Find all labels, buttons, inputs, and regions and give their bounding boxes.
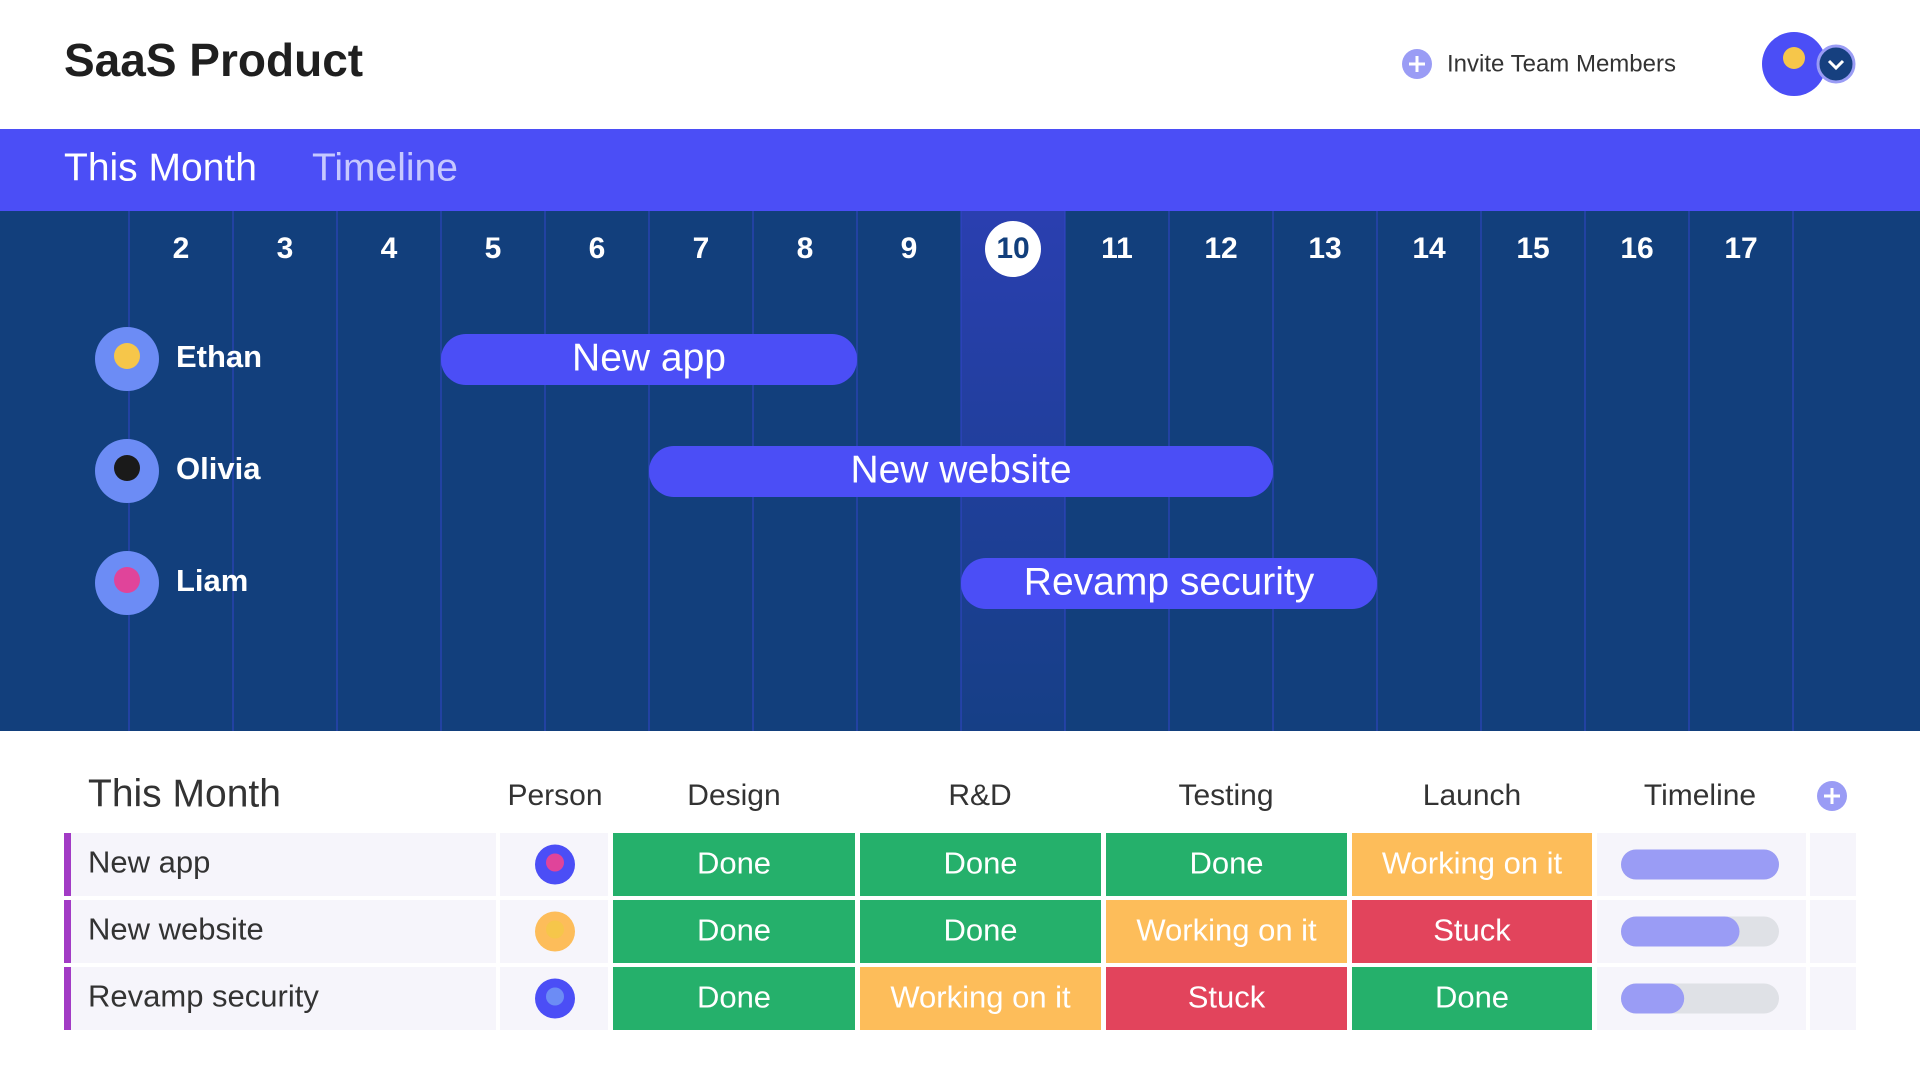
day-label: 7 bbox=[693, 232, 710, 265]
progress-fill bbox=[1621, 916, 1740, 947]
status-label: Stuck bbox=[1433, 913, 1511, 948]
status-label: Done bbox=[697, 913, 771, 948]
status-label: Working on it bbox=[1382, 846, 1563, 881]
row-accent bbox=[64, 967, 71, 1030]
person-name: Olivia bbox=[176, 451, 261, 486]
chevron bbox=[1827, 59, 1845, 71]
invite-label: Invite Team Members bbox=[1447, 50, 1676, 77]
day-label: 4 bbox=[381, 232, 398, 265]
status-cell bbox=[860, 967, 1101, 1030]
table: Person Design R&D Testing Launch Timeline New … bbox=[64, 779, 1856, 1030]
extra-cell bbox=[1810, 967, 1856, 1030]
task-bar bbox=[441, 334, 857, 385]
extra-cell bbox=[1810, 900, 1856, 963]
board-title: SaaS Product bbox=[64, 34, 363, 86]
status-label: Done bbox=[943, 913, 1017, 948]
person-name: Ethan bbox=[176, 339, 262, 374]
name-cell bbox=[71, 900, 496, 963]
progress-fill bbox=[1621, 983, 1685, 1014]
status-cell bbox=[860, 900, 1101, 963]
status-cell bbox=[1352, 833, 1592, 896]
day-label: 12 bbox=[1204, 232, 1237, 265]
status-cell bbox=[1106, 900, 1347, 963]
row-accent bbox=[64, 833, 71, 896]
user-menu[interactable] bbox=[1762, 32, 1856, 96]
status-label: Stuck bbox=[1188, 980, 1266, 1015]
item-name: New app bbox=[88, 845, 210, 880]
top-bar bbox=[0, 0, 1920, 129]
tab-bar bbox=[0, 129, 1920, 211]
status-label: Working on it bbox=[890, 980, 1071, 1015]
name-cell bbox=[71, 833, 496, 896]
column-header: Design bbox=[687, 779, 780, 812]
status-cell bbox=[1352, 900, 1592, 963]
progress-fill bbox=[1621, 849, 1779, 880]
status-cell bbox=[613, 967, 855, 1030]
timeline: 2 3 4 5 6 7 8 9 10 11 12 13 14 15 16 17 Ethan New app Oliv… bbox=[95, 211, 1794, 731]
table-title: This Month bbox=[88, 772, 281, 815]
status-cell bbox=[1106, 833, 1347, 896]
name-cell bbox=[71, 967, 496, 1030]
add-column[interactable] bbox=[1817, 781, 1847, 811]
plus-sign bbox=[1409, 56, 1425, 72]
avatar-face bbox=[546, 920, 564, 939]
avatar-face bbox=[114, 455, 140, 481]
column-header: R&D bbox=[948, 779, 1011, 812]
task-label: New website bbox=[850, 448, 1071, 491]
column-header: Person bbox=[507, 779, 602, 812]
extra-cell bbox=[1810, 833, 1856, 896]
day-label: 16 bbox=[1620, 232, 1653, 265]
dropdown-icon bbox=[1816, 44, 1856, 84]
tab[interactable]: This Month bbox=[64, 146, 257, 189]
plus-sign bbox=[1824, 788, 1840, 804]
invite-button[interactable]: Invite Team Members bbox=[1402, 49, 1676, 79]
task-bar bbox=[649, 446, 1273, 497]
column-header: Launch bbox=[1423, 779, 1521, 812]
day-label: 15 bbox=[1516, 232, 1549, 265]
tab[interactable]: Timeline bbox=[312, 146, 458, 189]
day-label: 10 bbox=[996, 232, 1029, 265]
status-label: Done bbox=[1435, 980, 1509, 1015]
status-cell bbox=[613, 900, 855, 963]
day-label: 9 bbox=[901, 232, 918, 265]
status-cell bbox=[1352, 967, 1592, 1030]
day-label: 6 bbox=[589, 232, 606, 265]
person-name: Liam bbox=[176, 563, 248, 598]
status-label: Done bbox=[697, 846, 771, 881]
day-label: 3 bbox=[277, 232, 294, 265]
column-header: Timeline bbox=[1644, 779, 1756, 812]
status-cell bbox=[613, 833, 855, 896]
day-label: 11 bbox=[1101, 232, 1133, 265]
status-cell bbox=[860, 833, 1101, 896]
day-label: 14 bbox=[1412, 232, 1446, 265]
column-header: Testing bbox=[1178, 779, 1273, 812]
day-label: 17 bbox=[1724, 232, 1757, 265]
avatar-face bbox=[114, 567, 140, 593]
status-label: Done bbox=[697, 980, 771, 1015]
task-label: Revamp security bbox=[1024, 560, 1315, 603]
status-cell bbox=[1106, 967, 1347, 1030]
status-label: Done bbox=[943, 846, 1017, 881]
day-label: 2 bbox=[173, 232, 190, 265]
today-marker bbox=[985, 221, 1041, 277]
avatar-face bbox=[546, 853, 564, 872]
day-label: 13 bbox=[1308, 232, 1341, 265]
avatar-face bbox=[546, 987, 564, 1006]
row-accent bbox=[64, 900, 71, 963]
status-label: Working on it bbox=[1136, 913, 1317, 948]
item-name: Revamp security bbox=[88, 979, 319, 1014]
task-label: New app bbox=[572, 336, 726, 379]
status-label: Done bbox=[1189, 846, 1263, 881]
task-bar bbox=[961, 558, 1377, 609]
avatar-face bbox=[1783, 47, 1805, 69]
avatar-face bbox=[114, 343, 140, 369]
item-name: New website bbox=[88, 912, 264, 947]
day-label: 8 bbox=[797, 232, 814, 265]
day-label: 5 bbox=[485, 232, 502, 265]
